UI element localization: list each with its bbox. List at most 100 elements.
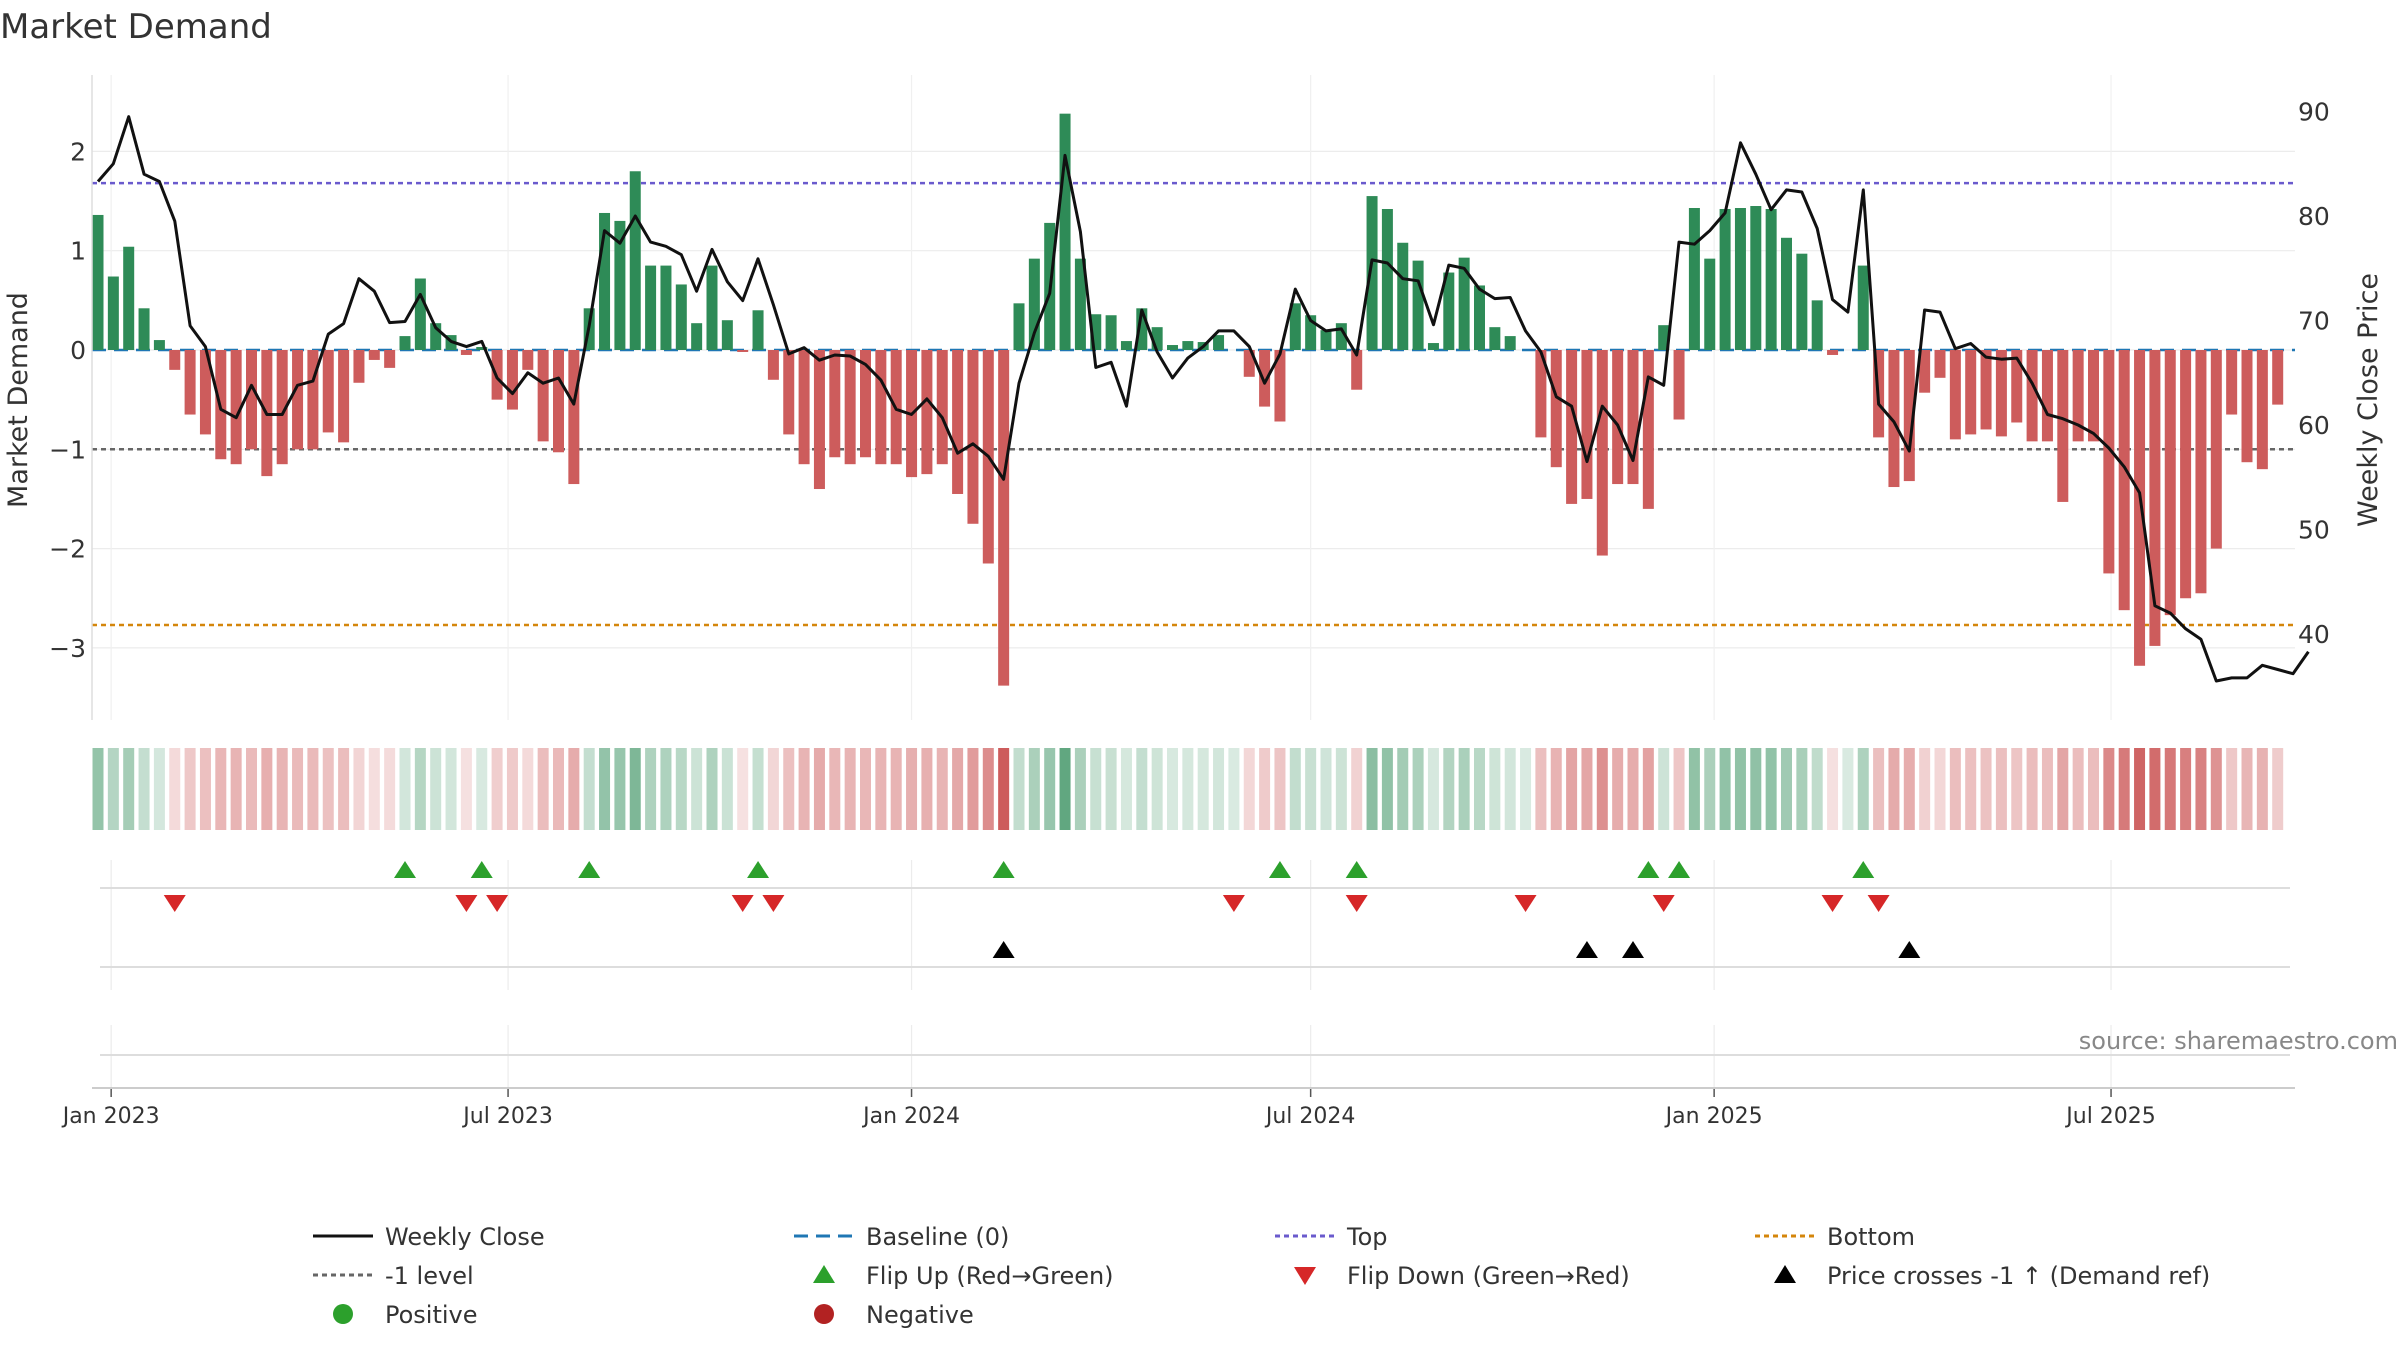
heat-cell xyxy=(1105,748,1117,830)
flip-up-marker xyxy=(992,861,1015,878)
demand-bar xyxy=(1934,350,1946,378)
demand-bar xyxy=(1704,258,1716,350)
legend-label-crosses: Price crosses -1 ↑ (Demand ref) xyxy=(1827,1262,2210,1290)
demand-bar xyxy=(1274,350,1286,422)
price-cross-marker xyxy=(1898,941,1921,958)
demand-bar xyxy=(1566,350,1578,504)
heat-cell xyxy=(1120,748,1132,830)
flip-down-marker xyxy=(1514,895,1537,912)
heat-cell xyxy=(399,748,411,830)
legend-item-weekly-close: Weekly Close xyxy=(313,1223,545,1251)
demand-bar xyxy=(107,276,119,350)
demand-bar xyxy=(1059,113,1071,350)
heat-cell xyxy=(476,748,488,830)
heat-cell xyxy=(2026,748,2038,830)
demand-bar xyxy=(169,350,181,370)
heat-cell xyxy=(2241,748,2253,830)
heat-cell xyxy=(645,748,657,830)
demand-bar xyxy=(1120,341,1132,350)
y-right-tick-label: 80 xyxy=(2298,202,2330,231)
legend-label-positive: Positive xyxy=(385,1301,478,1329)
demand-bar xyxy=(1351,350,1363,390)
flip-down-marker xyxy=(455,895,478,912)
demand-bar xyxy=(783,350,795,435)
heat-cell xyxy=(2164,748,2176,830)
demand-bar xyxy=(322,350,334,433)
demand-bar xyxy=(1167,345,1178,350)
y-right-tick-label: 50 xyxy=(2298,516,2330,545)
x-tick-label: Jul 2025 xyxy=(2064,1104,2156,1129)
demand-bar xyxy=(1474,285,1485,350)
demand-bar xyxy=(675,284,687,350)
x-tick-label: Jul 2023 xyxy=(461,1104,553,1129)
demand-bar xyxy=(1074,258,1086,350)
heat-cell xyxy=(1811,748,1823,830)
heat-cell xyxy=(353,748,365,830)
demand-bar xyxy=(2041,350,2053,442)
demand-bar xyxy=(92,214,104,350)
heat-cell xyxy=(1381,748,1393,830)
heat-cell xyxy=(2011,748,2023,830)
y-left-tick-label: −1 xyxy=(49,435,86,464)
heat-cell xyxy=(1842,748,1854,830)
heat-cell xyxy=(2195,748,2207,830)
heat-cell xyxy=(1719,748,1731,830)
demand-bar xyxy=(629,171,641,350)
demand-bar xyxy=(2180,350,2192,599)
demand-bar xyxy=(767,350,779,380)
heat-cell xyxy=(1197,748,1209,830)
demand-bar xyxy=(184,350,196,415)
heat-cell xyxy=(1059,748,1071,830)
heat-cell xyxy=(1412,748,1424,830)
heat-cell xyxy=(982,748,994,830)
price-cross-marker xyxy=(1622,941,1644,958)
demand-bar xyxy=(1734,208,1746,350)
heat-cell xyxy=(1566,748,1578,830)
heat-cell xyxy=(998,748,1010,830)
legend-label-level: -1 level xyxy=(385,1262,474,1290)
demand-bar xyxy=(1581,350,1593,499)
heat-cell xyxy=(1596,748,1608,830)
demand-bar xyxy=(1796,253,1808,350)
demand-bar xyxy=(353,350,365,383)
demand-bar xyxy=(553,350,564,453)
left-axis-label: Market Demand xyxy=(3,292,34,508)
heat-cell xyxy=(1136,748,1148,830)
demand-bar xyxy=(1489,327,1501,350)
demand-bar xyxy=(813,350,825,490)
demand-bar xyxy=(506,350,518,410)
heat-cell xyxy=(1888,748,1900,830)
heat-cell xyxy=(1734,748,1746,830)
heat-cell xyxy=(1827,748,1839,830)
heat-cell xyxy=(752,748,764,830)
flip-down-marker xyxy=(1821,895,1844,912)
demand-bar xyxy=(1781,237,1792,350)
demand-bar xyxy=(614,220,626,350)
demand-bar xyxy=(1090,314,1102,350)
demand-bar xyxy=(1719,208,1731,350)
demand-bar xyxy=(844,350,856,465)
heat-cell xyxy=(230,748,242,830)
flip-up-marker xyxy=(578,861,601,878)
demand-bar xyxy=(1888,350,1900,488)
heat-cell xyxy=(675,748,687,830)
demand-bar xyxy=(1627,350,1639,485)
heat-cell xyxy=(414,748,426,830)
x-tick-label: Jul 2024 xyxy=(1264,1104,1356,1129)
legend-item-baseline: Baseline (0) xyxy=(794,1223,1009,1251)
heat-cell xyxy=(491,748,503,830)
flip-up-marker xyxy=(1345,861,1368,878)
heat-cell xyxy=(1520,748,1532,830)
demand-heat-strip xyxy=(92,748,2284,830)
demand-bar xyxy=(1857,265,1869,350)
heat-cell xyxy=(1335,748,1347,830)
heat-cell xyxy=(430,748,442,830)
demand-bar xyxy=(660,265,672,350)
heat-cell xyxy=(2210,748,2222,830)
demand-bar xyxy=(230,350,242,465)
legend-item-bottom: Bottom xyxy=(1755,1223,1915,1251)
heat-cell xyxy=(1013,748,1025,830)
heat-cell xyxy=(537,748,549,830)
x-tick-label: Jan 2023 xyxy=(61,1104,160,1129)
heat-cell xyxy=(875,748,887,830)
